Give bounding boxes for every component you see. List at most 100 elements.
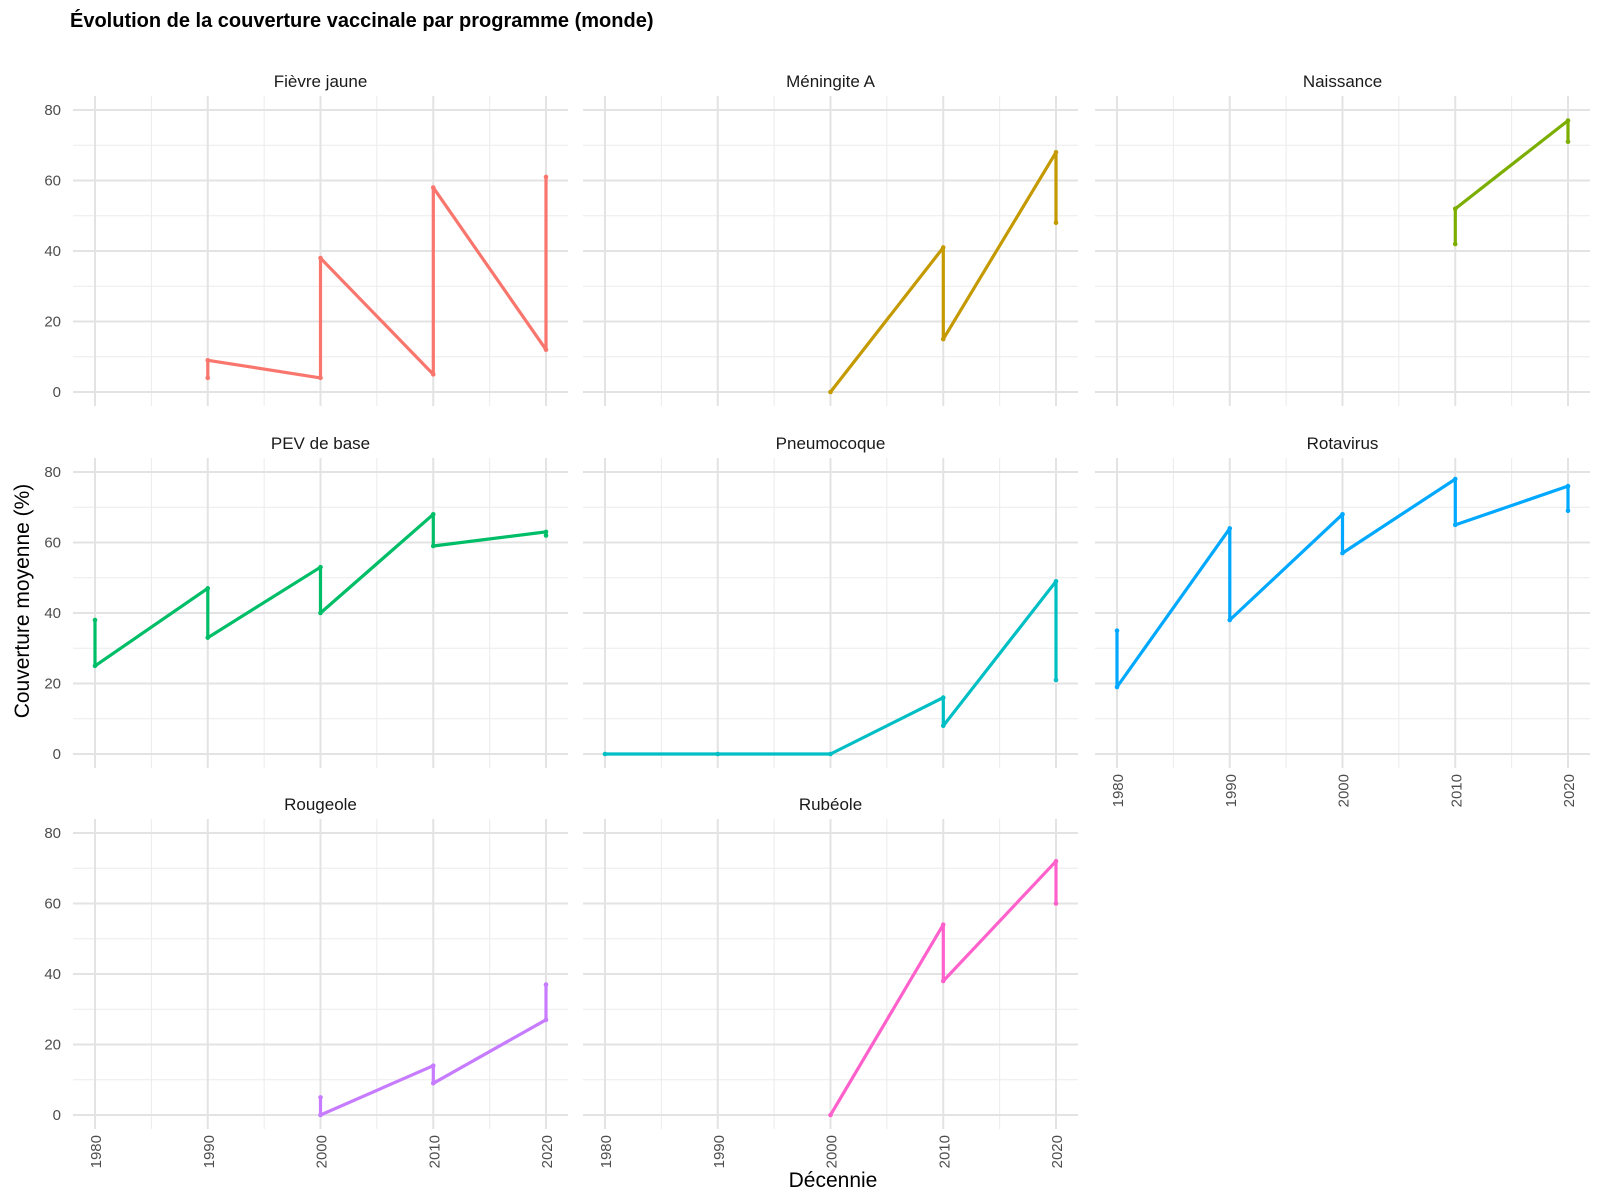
series-line-naissance <box>1453 118 1570 246</box>
y-tick-label: 60 <box>44 535 61 552</box>
data-point <box>543 982 549 987</box>
y-axis-title: Couverture moyenne (%) <box>11 484 34 719</box>
facet-label: Rubéole <box>799 795 862 814</box>
data-point <box>205 357 211 363</box>
data-point <box>318 1112 323 1118</box>
data-point <box>318 255 323 261</box>
data-point <box>430 1063 436 1068</box>
data-point <box>828 751 833 757</box>
x-tick-label: 2000 <box>824 1135 841 1168</box>
series-line-fievre-jaune <box>206 175 548 380</box>
data-point <box>1565 508 1571 514</box>
data-point <box>1227 526 1233 531</box>
data-point <box>1565 483 1571 489</box>
data-point <box>1565 118 1571 123</box>
x-tick-label: 2020 <box>1049 1135 1066 1168</box>
data-point <box>430 512 436 517</box>
data-point <box>1340 550 1345 556</box>
facet-panel-fievre-jaune: Fièvre jaune 0 20 40 60 80 <box>44 72 568 406</box>
y-tick-label: 80 <box>44 102 61 119</box>
y-tick-label: 40 <box>44 243 61 260</box>
series-line-rotavirus <box>1115 477 1570 689</box>
x-tick-label: 2020 <box>539 1135 556 1168</box>
facet-panel-rubeole: Rubéole 1980 1990 2000 2010 2020 <box>583 795 1078 1168</box>
data-point <box>92 617 98 623</box>
x-tick-label: 2000 <box>314 1135 331 1168</box>
data-point <box>1340 512 1345 517</box>
data-point <box>430 372 436 377</box>
y-tick-label: 40 <box>44 605 61 622</box>
y-tick-label: 80 <box>44 464 61 481</box>
y-tick-label: 40 <box>44 966 61 983</box>
data-point <box>602 751 608 757</box>
x-tick-label: 2010 <box>1448 774 1465 807</box>
data-point <box>1452 241 1458 247</box>
x-tick-label: 1990 <box>201 1135 218 1168</box>
facet-panel-pneumocoque: Pneumocoque <box>583 434 1078 768</box>
x-tick-label: 2010 <box>936 1135 953 1168</box>
data-point <box>205 586 211 591</box>
data-point <box>430 543 436 549</box>
x-tick-label: 2010 <box>426 1135 443 1168</box>
data-point <box>1452 206 1458 211</box>
y-tick-label: 20 <box>44 314 61 331</box>
data-point <box>940 723 946 729</box>
y-tick-label: 60 <box>44 173 61 190</box>
data-point <box>1053 578 1059 584</box>
x-tick-label: 1990 <box>1223 774 1240 807</box>
data-point <box>318 375 323 381</box>
facet-label: Rotavirus <box>1307 434 1379 453</box>
data-point <box>543 347 549 353</box>
x-tick-label: 1990 <box>711 1135 728 1168</box>
data-point <box>1227 617 1233 623</box>
y-tick-label: 80 <box>44 825 61 842</box>
data-point <box>318 610 323 616</box>
x-tick-label: 1980 <box>88 1135 105 1168</box>
facet-label: Fièvre jaune <box>274 72 368 91</box>
data-point <box>1053 220 1059 226</box>
data-point <box>430 185 436 190</box>
facet-label: PEV de base <box>271 434 370 453</box>
data-point <box>318 1095 323 1100</box>
data-point <box>940 978 946 984</box>
data-point <box>1565 139 1571 145</box>
data-point <box>543 533 549 538</box>
x-tick-label: 2020 <box>1561 774 1578 807</box>
data-point <box>543 174 549 180</box>
facet-panel-rotavirus: Rotavirus 1980 1990 2000 2010 2020 <box>1095 434 1590 807</box>
data-point <box>1114 684 1120 690</box>
chart-title: Évolution de la couverture vaccinale par… <box>70 9 654 32</box>
data-point <box>940 336 946 342</box>
facet-label: Naissance <box>1303 72 1382 91</box>
data-point <box>205 375 211 381</box>
facet-panel-meningite-a: Méningite A <box>583 72 1078 406</box>
y-tick-label: 0 <box>53 1107 61 1124</box>
y-tick-label: 60 <box>44 896 61 913</box>
data-point <box>543 1017 549 1023</box>
facet-label: Pneumocoque <box>776 434 886 453</box>
x-tick-label: 1980 <box>598 1135 615 1168</box>
data-point <box>1053 677 1059 683</box>
y-tick-label: 20 <box>44 1037 61 1054</box>
facet-label: Rougeole <box>284 795 357 814</box>
series-line-rougeole <box>318 982 548 1117</box>
x-tick-label: 1980 <box>1110 774 1127 807</box>
data-point <box>92 663 98 669</box>
facet-panels: Fièvre jaune 0 20 40 60 80 Méningite A Naissanc… <box>44 72 1590 1168</box>
data-point <box>430 1080 436 1086</box>
data-point <box>1452 522 1458 528</box>
y-tick-label: 0 <box>53 384 61 401</box>
x-tick-label: 2000 <box>1336 774 1353 807</box>
data-point <box>1053 858 1059 864</box>
data-point <box>1114 628 1120 633</box>
y-tick-label: 0 <box>53 746 61 763</box>
data-point <box>318 564 323 570</box>
facet-panel-pev-de-base: PEV de base 0 20 40 60 80 <box>44 434 568 768</box>
data-point <box>828 1112 833 1118</box>
data-point <box>940 245 946 250</box>
x-axis-title: Décennie <box>789 1169 878 1192</box>
facet-panel-rougeole: Rougeole 0 20 40 60 80 1980 1990 2000 2010 2020 <box>44 795 568 1168</box>
data-point <box>1053 150 1059 155</box>
facet-panel-naissance: Naissance <box>1095 72 1590 406</box>
